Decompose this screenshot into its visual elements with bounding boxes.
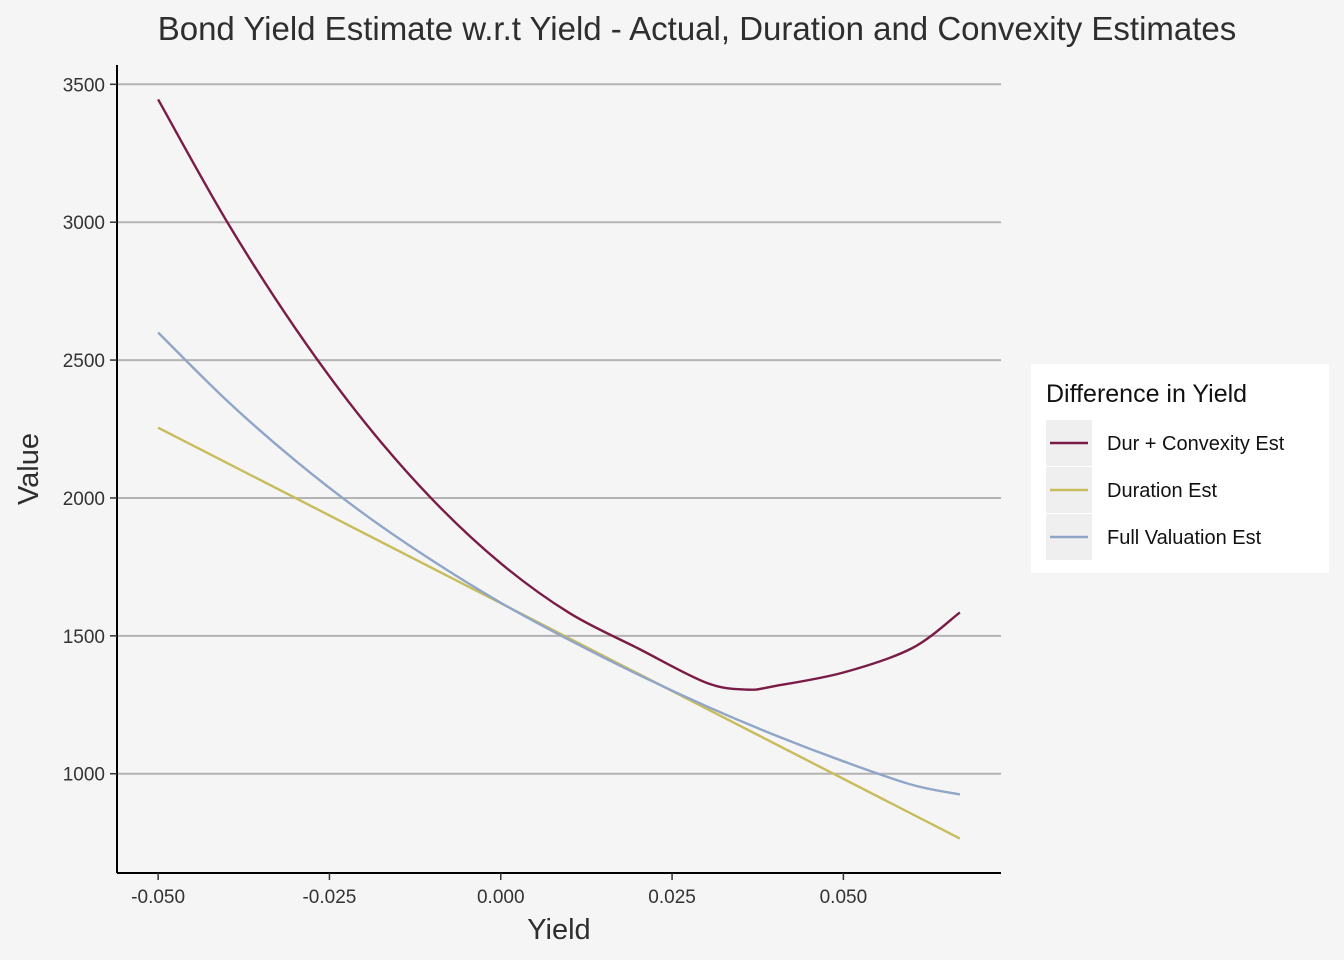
series-line-full-valuation-est (157, 331, 961, 796)
x-tick-label: 0.000 (477, 887, 525, 908)
y-tick-label: 3000 (63, 213, 105, 234)
legend-label-duration-est: Duration Est (1107, 480, 1217, 502)
y-axis-title: Value (13, 433, 45, 505)
x-axis-ticks: -0.050 -0.025 0.000 0.025 0.050 (131, 873, 867, 908)
x-tick-label: -0.025 (302, 887, 356, 908)
plot-series (157, 98, 961, 840)
y-tick-label: 2000 (63, 489, 105, 510)
gridlines (117, 83, 1001, 775)
x-tick-label: 0.050 (820, 887, 868, 908)
series-line-duration-est (157, 426, 961, 840)
y-tick-label: 3500 (63, 75, 105, 96)
legend-label-full-valuation-est: Full Valuation Est (1107, 527, 1262, 549)
x-tick-label: 0.025 (648, 887, 696, 908)
series-line-dur-convexity-est (157, 98, 961, 691)
y-tick-label: 1500 (63, 627, 105, 648)
legend: Difference in Yield Dur + Convexity EstD… (1031, 364, 1329, 573)
y-axis-ticks: 1000 1500 2000 2500 3000 3500 (63, 75, 117, 786)
legend-label-dur-convexity-est: Dur + Convexity Est (1107, 433, 1285, 455)
legend-items: Dur + Convexity Est Duration Est Full Valu… (1046, 420, 1285, 560)
x-tick-label: -0.050 (131, 887, 185, 908)
x-axis-title: Yield (527, 914, 590, 946)
y-tick-label: 1000 (63, 765, 105, 786)
chart-title: Bond Yield Estimate w.r.t Yield - Actual… (158, 10, 1237, 47)
legend-title: Difference in Yield (1046, 380, 1247, 408)
y-tick-label: 2500 (63, 351, 105, 372)
